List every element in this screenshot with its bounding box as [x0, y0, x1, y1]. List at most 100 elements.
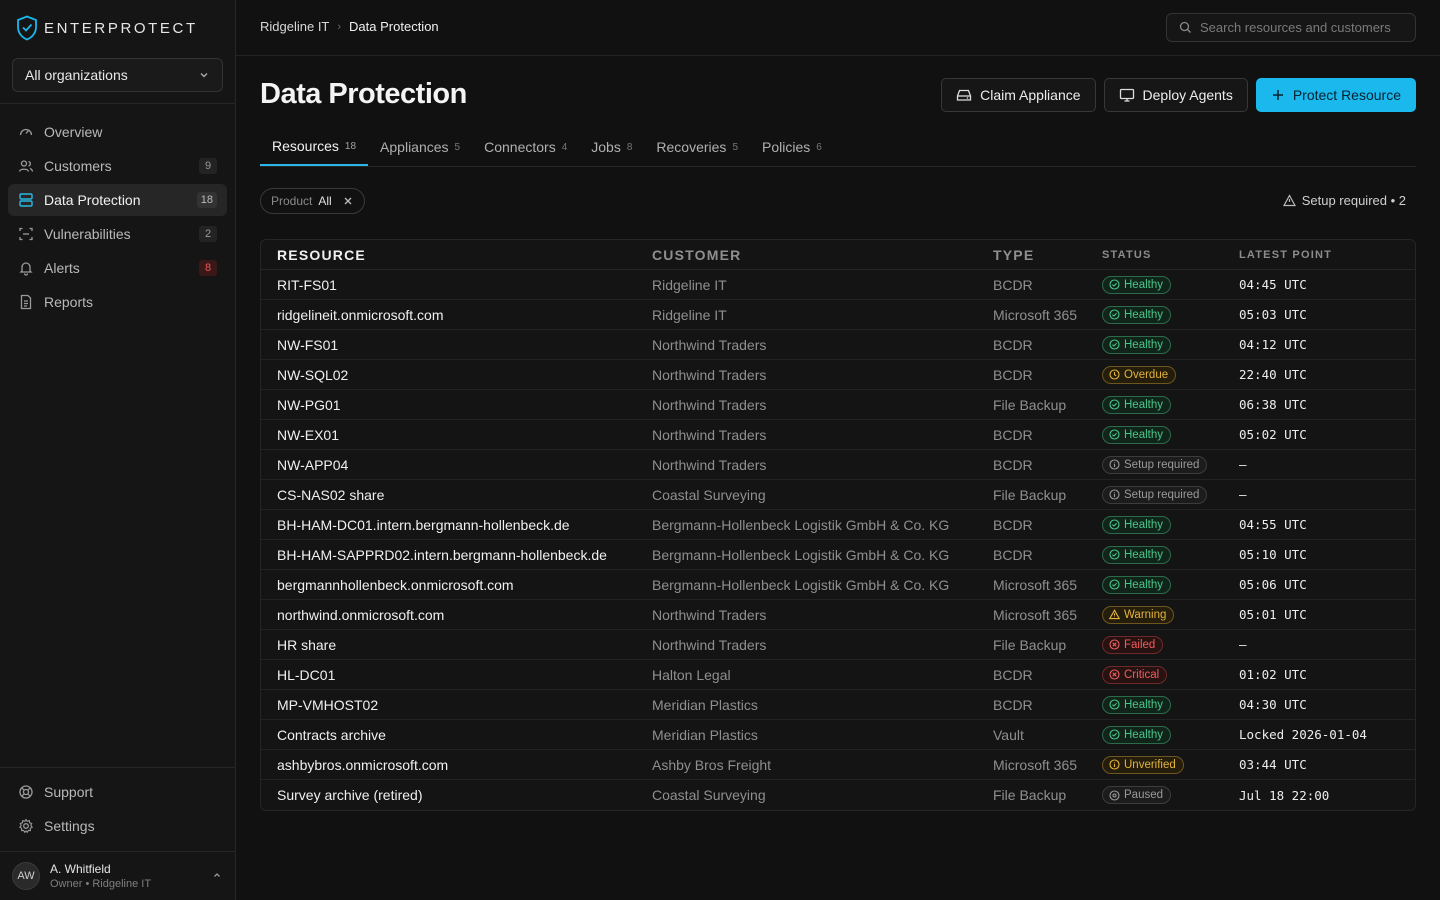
table-row[interactable]: HR share Northwind Traders File Backup Fail… — [261, 630, 1415, 660]
table-row[interactable]: BH-HAM-SAPPRD02.intern.bergmann-hollenbe… — [261, 540, 1415, 570]
customer-name: Northwind Traders — [652, 606, 767, 623]
resource-type: Vault — [993, 726, 1024, 743]
table-row[interactable]: CS-NAS02 share Coastal Surveying File Back… — [261, 480, 1415, 510]
breadcrumb-item[interactable]: Ridgeline IT — [260, 19, 330, 34]
resource-name[interactable]: northwind.onmicrosoft.com — [277, 606, 445, 623]
table-row[interactable]: bergmannhollenbeck.onmicrosoft.com Bergma… — [261, 570, 1415, 600]
tab-label: Recoveries — [656, 139, 727, 155]
sidebar-divider — [0, 767, 236, 768]
sidebar-item-overview[interactable]: Overview — [8, 116, 227, 148]
claim-appliance-label: Claim Appliance — [980, 87, 1081, 103]
resource-name[interactable]: BH-HAM-SAPPRD02.intern.bergmann-hollenbe… — [277, 546, 607, 563]
table-row[interactable]: HL-DC01 Halton Legal BCDR Critical 01:02 UTC — [261, 660, 1415, 690]
table-row[interactable]: NW-FS01 Northwind Traders BCDR Healthy 04:12… — [261, 330, 1415, 360]
resource-name[interactable]: BH-HAM-DC01.intern.bergmann-hollenbeck.d… — [277, 516, 570, 533]
avatar: AW — [12, 862, 40, 890]
status-cell: Healthy — [1102, 725, 1239, 744]
status-cell: Healthy — [1102, 275, 1239, 294]
column-header-type[interactable]: TYPE — [993, 246, 1035, 263]
claim-appliance-button[interactable]: Claim Appliance — [941, 78, 1096, 112]
sidebar-item-label: Overview — [44, 124, 103, 140]
resource-type: Microsoft 365 — [993, 576, 1078, 593]
tab-jobs[interactable]: Jobs 8 — [579, 128, 644, 166]
user-menu[interactable]: AW A. Whitfield Owner • Ridgeline IT — [12, 858, 224, 894]
status-badge: Critical — [1102, 665, 1168, 684]
resource-name[interactable]: NW-PG01 — [277, 396, 341, 413]
sidebar-item-vulnerabilities[interactable]: Vulnerabilities 2 — [8, 218, 227, 250]
table-row[interactable]: NW-PG01 Northwind Traders File Backup Healt… — [261, 390, 1415, 420]
tab-recoveries[interactable]: Recoveries 5 — [644, 128, 750, 166]
status-cell: Failed — [1102, 635, 1239, 654]
status-label: Healthy — [1124, 338, 1163, 351]
latest-point: 06:38 UTC — [1239, 397, 1307, 412]
sidebar-item-reports[interactable]: Reports — [8, 286, 227, 318]
resource-name[interactable]: CS-NAS02 share — [277, 486, 385, 503]
resource-name[interactable]: NW-EX01 — [277, 426, 339, 443]
customer-name: Coastal Surveying — [652, 787, 766, 803]
status-cell: Overdue — [1102, 365, 1239, 384]
check-circle-icon — [1109, 339, 1120, 350]
resource-name[interactable]: ridgelineit.onmicrosoft.com — [277, 306, 444, 323]
resource-name[interactable]: Contracts archive — [277, 726, 386, 743]
search-box[interactable] — [1166, 13, 1416, 42]
tab-connectors[interactable]: Connectors 4 — [472, 128, 579, 166]
sidebar-item-data-protection[interactable]: Data Protection 18 — [8, 184, 227, 216]
resource-name[interactable]: Survey archive (retired) — [277, 787, 423, 803]
column-header-customer[interactable]: CUSTOMER — [652, 246, 742, 263]
resource-name[interactable]: NW-SQL02 — [277, 366, 349, 383]
table-row[interactable]: ashbybros.onmicrosoft.com Ashby Bros Frei… — [261, 750, 1415, 780]
sidebar-divider — [0, 851, 236, 852]
gear-icon — [18, 818, 34, 834]
status-label: Setup required — [1124, 458, 1200, 471]
resource-name[interactable]: HR share — [277, 636, 337, 653]
tab-resources[interactable]: Resources 18 — [260, 128, 369, 166]
chevron-down-icon — [200, 73, 208, 78]
check-circle-icon — [1109, 309, 1120, 320]
latest-point: Jul 18 22:00 — [1239, 787, 1330, 803]
protect-resource-button[interactable]: Protect Resource — [1255, 78, 1416, 112]
column-header-latest-point[interactable]: LATEST POINT — [1239, 248, 1333, 261]
status-label: Healthy — [1124, 728, 1163, 741]
resource-name[interactable]: NW-FS01 — [277, 336, 339, 353]
deploy-agents-button[interactable]: Deploy Agents — [1103, 78, 1248, 112]
resource-name[interactable]: RIT-FS01 — [277, 276, 337, 293]
resource-name[interactable]: ashbybros.onmicrosoft.com — [277, 756, 449, 773]
resource-name[interactable]: bergmannhollenbeck.onmicrosoft.com — [277, 576, 514, 593]
setup-required-note[interactable]: Setup required • 2 — [1282, 193, 1406, 208]
resource-name[interactable]: MP-VMHOST02 — [277, 696, 379, 713]
table-row[interactable]: ridgelineit.onmicrosoft.com Ridgeline IT M… — [261, 300, 1415, 330]
logo[interactable]: ENTERPROTECT — [16, 14, 198, 42]
table-row[interactable]: Survey archive (retired) Coastal Surveyin… — [261, 780, 1415, 810]
table-row[interactable]: NW-SQL02 Northwind Traders BCDR Overdue 22:4… — [261, 360, 1415, 390]
status-label: Healthy — [1124, 398, 1163, 411]
table-row[interactable]: NW-APP04 Northwind Traders BCDR Setup requi… — [261, 450, 1415, 480]
close-icon[interactable] — [342, 195, 354, 207]
column-header-resource[interactable]: RESOURCE — [277, 246, 366, 263]
organization-select[interactable]: All organizations — [12, 58, 223, 92]
product-filter-chip[interactable]: Product All — [260, 188, 365, 214]
search-input[interactable] — [1200, 20, 1395, 35]
sidebar-item-alerts[interactable]: Alerts 8 — [8, 252, 227, 284]
tab-label: Appliances — [380, 139, 449, 155]
table-row[interactable]: BH-HAM-DC01.intern.bergmann-hollenbeck.d… — [261, 510, 1415, 540]
resource-name[interactable]: HL-DC01 — [277, 666, 336, 683]
latest-point: 04:55 UTC — [1239, 517, 1307, 532]
table-row[interactable]: NW-EX01 Northwind Traders BCDR Healthy 05:02… — [261, 420, 1415, 450]
resource-name[interactable]: NW-APP04 — [277, 456, 349, 473]
table-row[interactable]: RIT-FS01 Ridgeline IT BCDR Healthy 04:45 UTC — [261, 270, 1415, 300]
table-row[interactable]: northwind.onmicrosoft.com Northwind Trade… — [261, 600, 1415, 630]
table-row[interactable]: Contracts archive Meridian Plastics Vault H… — [261, 720, 1415, 750]
sidebar-item-label: Alerts — [44, 260, 80, 276]
tab-policies[interactable]: Policies 6 — [750, 128, 834, 166]
tab-appliances[interactable]: Appliances 5 — [368, 128, 472, 166]
latest-point: 05:02 UTC — [1239, 427, 1307, 442]
sidebar-item-customers[interactable]: Customers 9 — [8, 150, 227, 182]
sidebar-item-support[interactable]: Support — [8, 776, 227, 808]
sidebar-item-settings[interactable]: Settings — [8, 810, 227, 842]
table-row[interactable]: MP-VMHOST02 Meridian Plastics BCDR Healthy 0… — [261, 690, 1415, 720]
column-header-status[interactable]: STATUS — [1102, 248, 1152, 261]
check-circle-icon — [1109, 519, 1120, 530]
status-label: Healthy — [1124, 308, 1163, 321]
resource-type: BCDR — [993, 516, 1033, 533]
count-badge: 9 — [199, 158, 217, 174]
